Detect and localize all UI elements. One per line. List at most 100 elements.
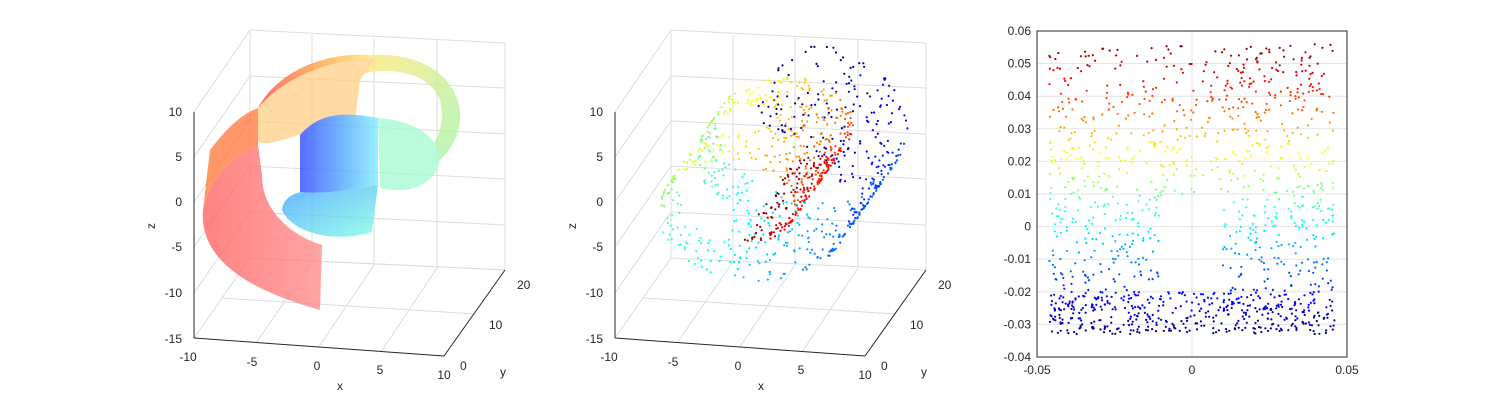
scatter3d-point — [690, 153, 693, 157]
scatter-point — [1328, 298, 1331, 301]
scatter-point — [1291, 131, 1294, 134]
scatter3d-point — [888, 84, 891, 87]
scatter-point — [1212, 332, 1215, 335]
scatter3d-point — [812, 185, 816, 188]
scatter-point — [1155, 198, 1158, 201]
scatter-point — [1303, 309, 1306, 312]
y-tick-label: -0.04 — [1004, 350, 1032, 364]
scatter3d-point — [793, 250, 796, 253]
scatter3d-point — [817, 154, 820, 158]
scatter3d-point — [823, 151, 827, 154]
scatter-point — [1112, 257, 1115, 260]
scatter-point — [1116, 250, 1119, 253]
scatter-point — [1241, 315, 1244, 318]
scatter-point — [1141, 304, 1144, 307]
scatter-point — [1072, 178, 1075, 181]
scatter-point — [1331, 328, 1334, 331]
scatter3d-point — [719, 143, 722, 146]
scatter3d-point — [810, 104, 813, 107]
scatter-point — [1054, 302, 1057, 305]
scatter3d-point — [765, 212, 768, 215]
scatter-point — [1195, 98, 1198, 101]
scatter3d-point — [762, 168, 765, 171]
scatter3d-point — [694, 159, 697, 162]
scatter-point — [1070, 282, 1073, 285]
scatter-point — [1155, 86, 1158, 89]
scatter-point — [1218, 98, 1221, 101]
scatter3d-point — [889, 166, 892, 169]
scatter-point — [1048, 83, 1051, 86]
scatter-point — [1231, 150, 1234, 153]
scatter3d-point — [839, 147, 842, 150]
scatter3d-point — [858, 176, 862, 179]
scatter-point — [1266, 198, 1269, 201]
scatter3d-point — [817, 207, 820, 210]
scatter-point — [1163, 124, 1166, 127]
scatter-point — [1250, 155, 1253, 158]
scatter3d-point — [699, 164, 702, 167]
scatter-point — [1190, 156, 1193, 159]
scatter-point — [1303, 313, 1306, 317]
scatter-point — [1112, 105, 1115, 108]
scatter-point — [1269, 293, 1272, 296]
scatter-point — [1313, 237, 1316, 240]
scatter-point — [1331, 286, 1334, 289]
scatter3d-point — [785, 223, 788, 226]
scatter-point — [1081, 100, 1084, 103]
scatter-point — [1297, 273, 1300, 276]
scatter3d-point — [787, 73, 790, 77]
scatter-point — [1161, 174, 1165, 177]
scatter-point — [1303, 165, 1306, 168]
scatter-point — [1160, 318, 1163, 321]
scatter-point — [1067, 332, 1070, 335]
scatter-point — [1131, 93, 1134, 96]
scatter-point — [1077, 251, 1080, 254]
scatter-point — [1151, 112, 1154, 115]
scatter3d-point — [727, 238, 731, 241]
y-tick-label: -0.03 — [1004, 317, 1032, 331]
scatter-point — [1260, 260, 1263, 263]
scatter-point — [1299, 269, 1302, 272]
scatter-point — [1053, 309, 1056, 312]
scatter3d-point — [787, 179, 791, 182]
scatter-point — [1207, 310, 1210, 313]
scatter-point — [1292, 190, 1295, 193]
scatter-point — [1107, 136, 1110, 140]
scatter-point — [1148, 99, 1151, 102]
scatter3d-point — [834, 229, 837, 232]
scatter-point — [1289, 94, 1292, 97]
scatter-point — [1275, 240, 1278, 243]
scatter3d-point — [775, 190, 778, 194]
scatter3d-point — [728, 150, 731, 153]
scatter3d-point — [806, 151, 809, 154]
scatter3d-point — [803, 199, 806, 202]
scatter-point — [1320, 184, 1323, 187]
scatter-point — [1205, 61, 1208, 64]
scatter-point — [1180, 292, 1183, 295]
scatter3d-point — [784, 177, 787, 180]
scatter3d-point — [757, 260, 760, 263]
scatter-point — [1304, 322, 1307, 325]
scatter-point — [1304, 69, 1307, 72]
scatter3d-point — [807, 236, 810, 239]
scatter-point — [1058, 67, 1062, 70]
scatter3d-point — [846, 224, 850, 227]
scatter-point — [1300, 109, 1304, 112]
scatter-point — [1224, 84, 1227, 87]
scatter-point — [1297, 226, 1300, 229]
scatter-point — [1154, 58, 1158, 62]
scatter3d-point — [735, 193, 738, 196]
scatter3d-point — [736, 101, 740, 104]
scatter2d-panel: -0.04-0.03-0.02-0.0100.010.020.030.040.0… — [1004, 24, 1359, 377]
scatter-point — [1283, 293, 1286, 296]
scatter3d-point — [767, 78, 770, 81]
scatter3d-point — [803, 152, 806, 155]
scatter3d-point — [856, 216, 859, 219]
scatter-point — [1333, 319, 1336, 322]
scatter-point — [1163, 56, 1166, 59]
scatter3d-point — [789, 220, 793, 223]
scatter3d-point — [793, 199, 796, 202]
scatter3d-point — [790, 129, 793, 132]
scatter-point — [1313, 332, 1316, 336]
scatter-point — [1195, 328, 1199, 331]
